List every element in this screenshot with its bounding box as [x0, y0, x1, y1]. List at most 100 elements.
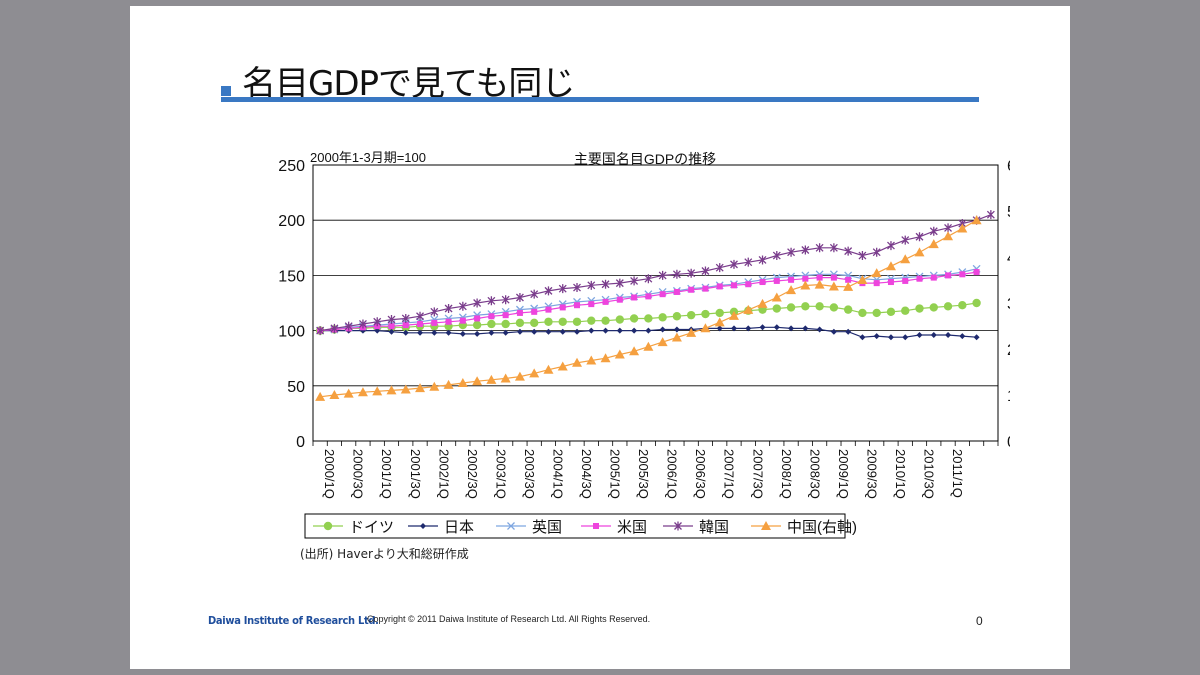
x-tick-label: 2004/1Q: [550, 449, 565, 499]
point-germany: [858, 308, 867, 318]
point-china: [415, 383, 426, 393]
point-korea: [416, 311, 424, 321]
point-china: [728, 310, 739, 320]
point-korea: [730, 259, 738, 269]
point-us: [959, 271, 966, 278]
legend-marker-japan: [420, 523, 426, 529]
series-line-korea: [320, 214, 992, 332]
y-right-tick-label: 0: [1007, 434, 1010, 451]
point-korea: [515, 292, 524, 302]
point-us: [845, 276, 852, 283]
point-japan: [402, 329, 409, 336]
legend-marker-germany: [323, 521, 333, 531]
point-china: [600, 353, 611, 363]
point-us: [474, 315, 481, 322]
point-korea: [630, 276, 639, 286]
point-korea: [658, 270, 667, 280]
point-us: [402, 322, 409, 329]
point-china: [614, 349, 625, 359]
x-tick-label: 2003/3Q: [522, 449, 537, 499]
point-japan: [445, 329, 452, 336]
point-germany: [644, 314, 653, 323]
legend-label: 韓国: [699, 519, 729, 536]
y-left-tick-label: 200: [278, 213, 305, 230]
point-germany: [829, 303, 839, 312]
slide: 名目GDPで見ても同じ 0501001502002500100200300400…: [130, 6, 1070, 669]
point-korea: [401, 313, 410, 323]
point-us: [788, 276, 795, 283]
point-germany: [601, 316, 610, 325]
y-right-tick-label: 500: [1007, 204, 1010, 221]
y-left-tick-label: 0: [296, 434, 305, 451]
point-japan: [645, 327, 652, 334]
point-japan: [859, 334, 866, 341]
point-japan: [659, 326, 666, 333]
point-germany: [972, 298, 981, 308]
point-china: [657, 337, 668, 347]
point-germany: [629, 314, 639, 323]
point-us: [816, 274, 823, 281]
legend-label: 中国(右軸): [787, 519, 857, 536]
point-korea: [672, 269, 681, 279]
point-korea: [430, 307, 439, 317]
point-china: [557, 361, 568, 371]
point-china: [443, 379, 454, 389]
point-korea: [573, 283, 581, 293]
point-us: [574, 302, 581, 309]
point-korea: [701, 266, 710, 276]
point-japan: [602, 327, 609, 334]
point-us: [902, 277, 909, 284]
point-us: [559, 304, 566, 311]
point-china: [943, 231, 954, 241]
point-germany: [901, 306, 910, 315]
gdp-chart: 0 50 100 150 200 250 0 100 200 300 400 500 600 2000/1…: [278, 150, 1010, 539]
point-china: [900, 254, 911, 264]
x-tick-label: 2000/3Q: [351, 449, 366, 499]
y-left-tick-label: 50: [287, 379, 305, 396]
point-korea: [444, 304, 453, 314]
point-germany: [886, 307, 896, 317]
point-korea: [487, 296, 496, 306]
point-germany: [487, 319, 496, 329]
legend-label: ドイツ: [349, 519, 394, 536]
point-japan: [559, 328, 566, 335]
point-us: [459, 317, 466, 324]
point-germany: [686, 310, 696, 320]
point-germany: [544, 317, 553, 326]
point-us: [502, 312, 509, 319]
point-us: [873, 280, 880, 287]
point-us: [773, 277, 780, 284]
x-tick-label: 2008/1Q: [779, 449, 794, 499]
x-tick-label: 2010/3Q: [922, 449, 937, 499]
point-china: [928, 239, 939, 249]
x-tick-label: 2009/3Q: [864, 449, 879, 499]
x-tick-label: 2006/3Q: [693, 449, 708, 499]
y-right-tick-label: 600: [1007, 158, 1010, 175]
point-china: [971, 215, 982, 225]
x-tick-label: 2000/1Q: [322, 449, 337, 499]
point-korea: [986, 210, 995, 220]
point-china: [857, 275, 868, 284]
point-china: [757, 298, 768, 308]
footer-logo: Daiwa Institute of Research Ltd.: [208, 614, 379, 627]
point-china: [814, 279, 825, 289]
point-korea: [587, 280, 596, 290]
point-us: [417, 320, 424, 327]
point-korea: [744, 257, 753, 267]
point-china: [957, 223, 968, 233]
point-germany: [958, 301, 967, 310]
chart-index-note: 2000年1-3月期=100: [310, 150, 426, 165]
point-japan: [502, 329, 509, 336]
point-japan: [788, 325, 795, 332]
point-korea: [929, 226, 938, 236]
point-germany: [587, 316, 596, 325]
point-japan: [716, 325, 723, 332]
x-tick-label: 2010/1Q: [893, 449, 908, 499]
point-germany: [615, 315, 625, 324]
point-germany: [772, 304, 782, 313]
point-china: [386, 385, 397, 395]
point-us: [616, 296, 623, 303]
point-germany: [915, 304, 924, 313]
footer-copyright: Copyright © 2011 Daiwa Institute of Rese…: [367, 614, 651, 624]
point-japan: [930, 332, 937, 339]
